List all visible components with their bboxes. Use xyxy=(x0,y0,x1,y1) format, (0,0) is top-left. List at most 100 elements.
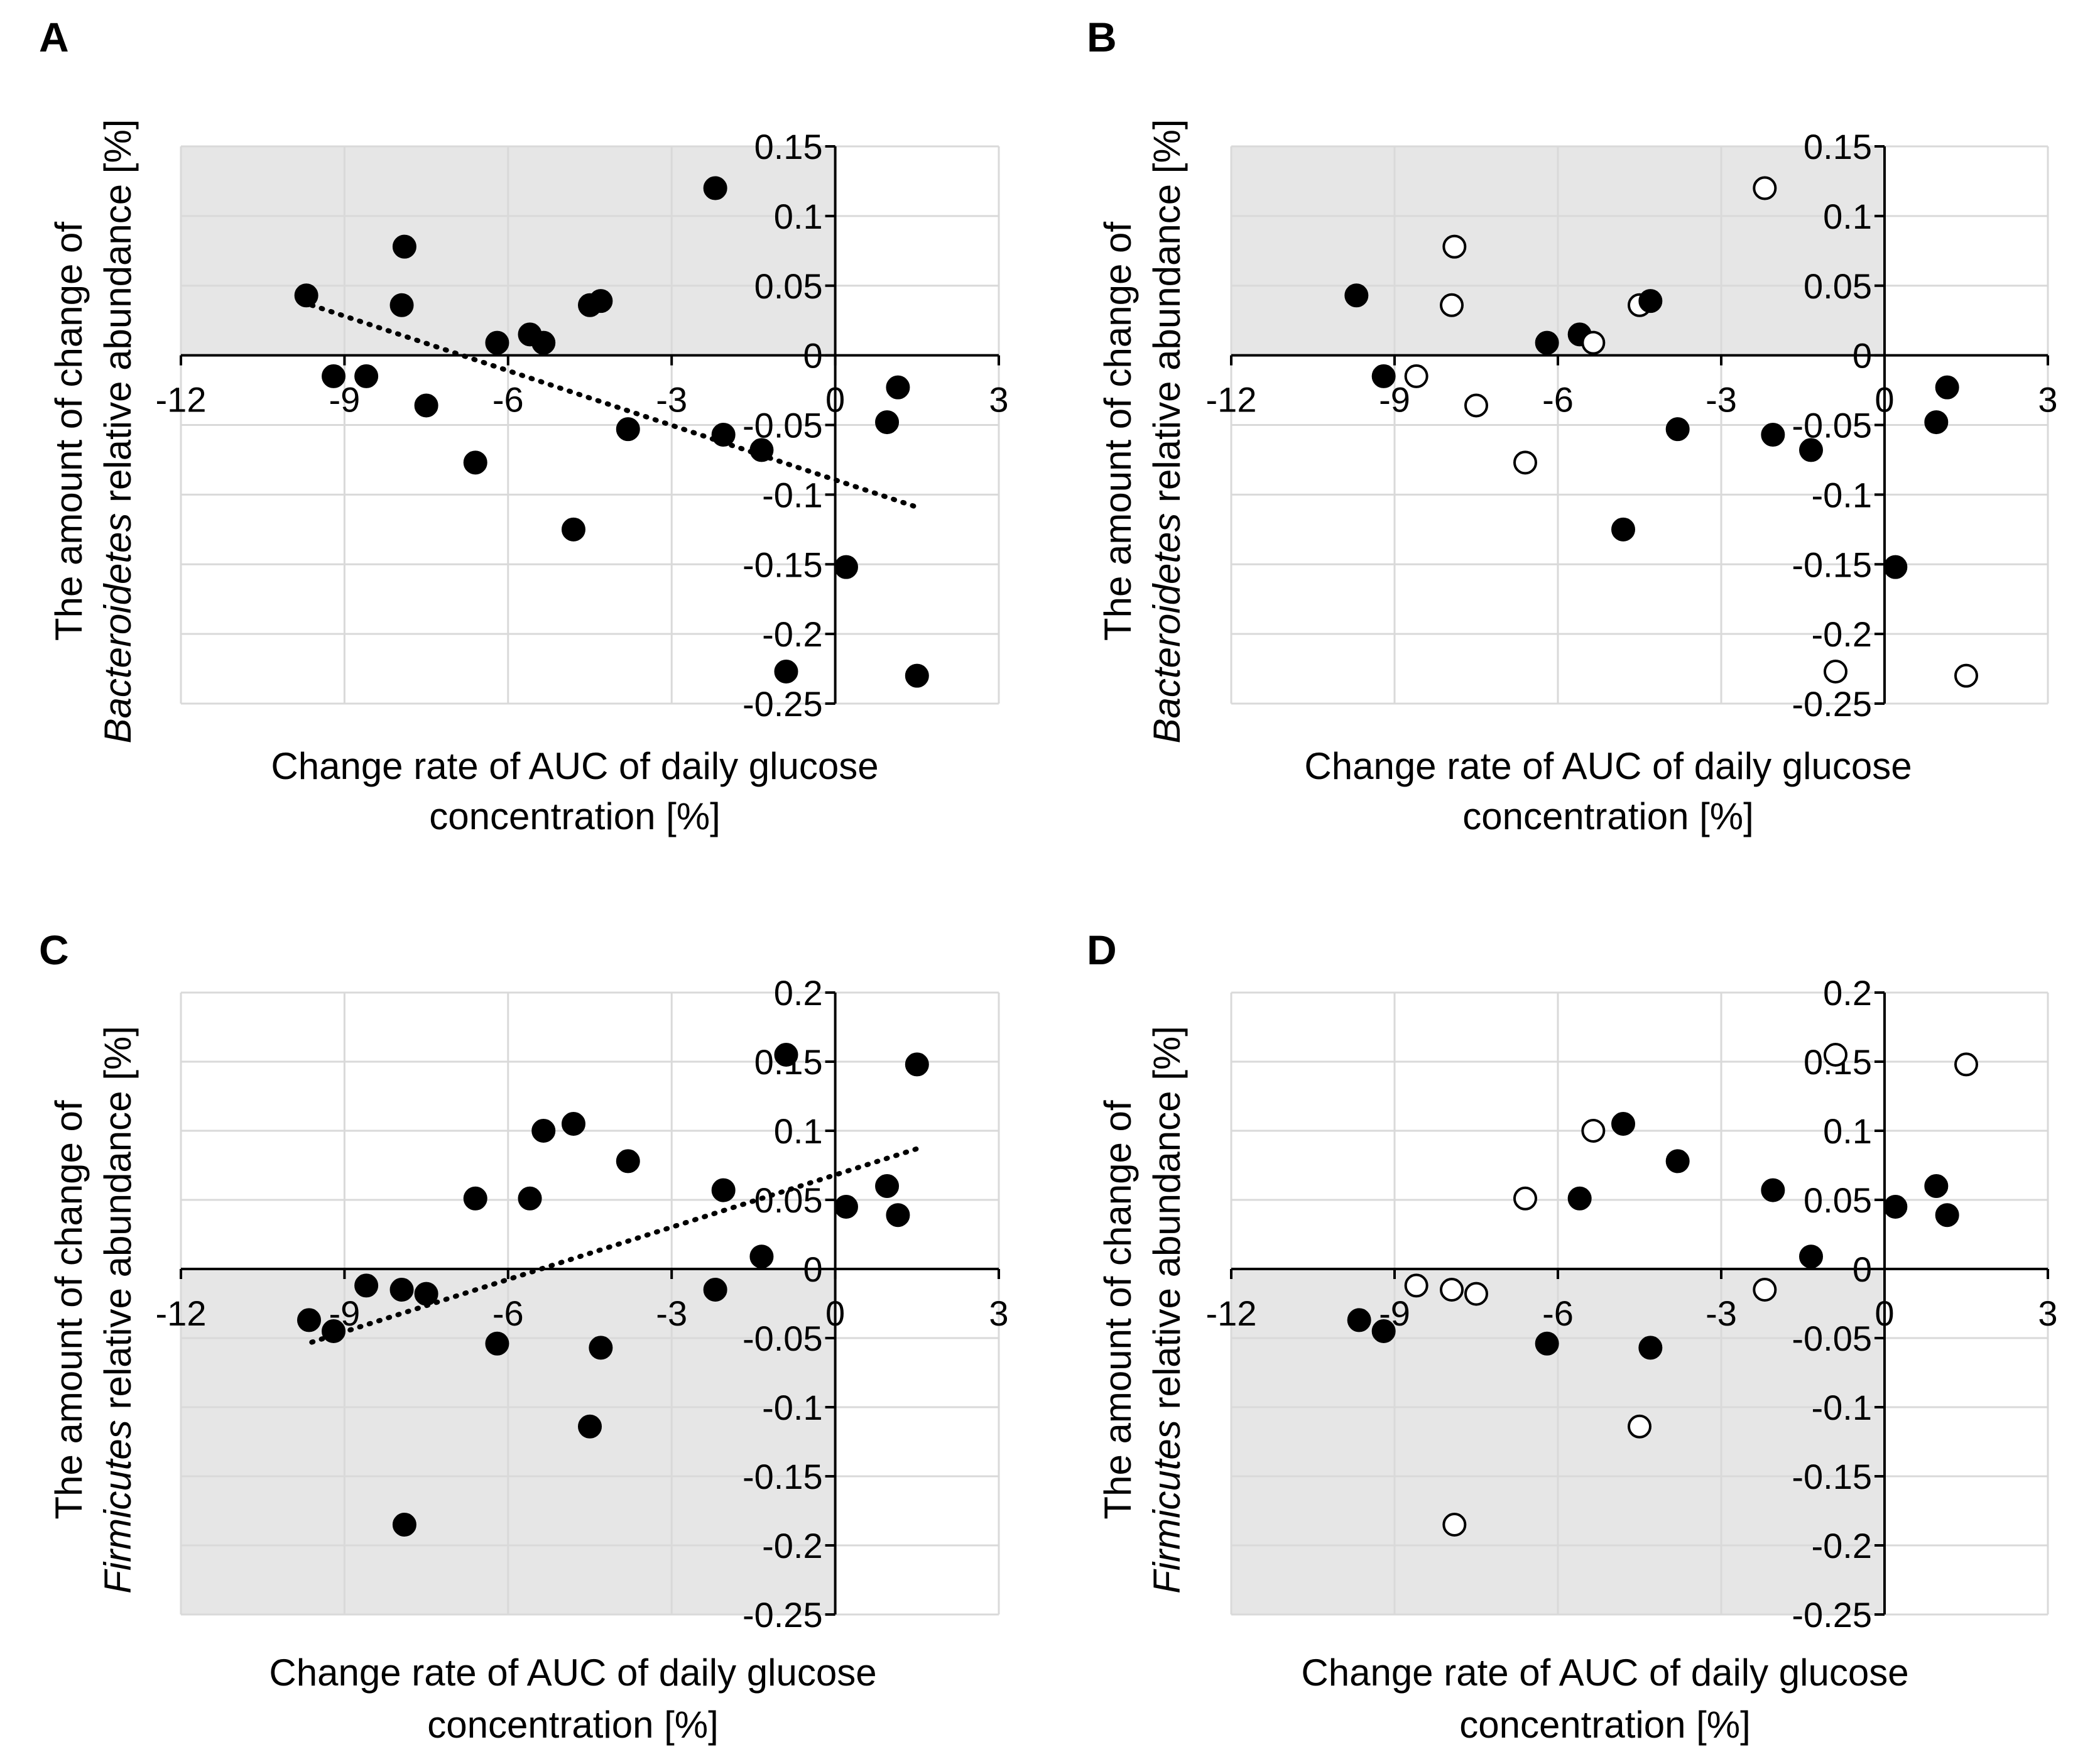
x-tick-label: 0 xyxy=(1874,380,1894,420)
trendline xyxy=(309,302,920,510)
y-tick-label: -0.15 xyxy=(1792,1457,1872,1496)
data-point-filled xyxy=(1611,1112,1635,1136)
data-point-filled xyxy=(1883,1195,1908,1219)
data-point-filled xyxy=(1761,1178,1785,1202)
x-tick-label: 3 xyxy=(989,1293,1008,1333)
panel-c: -12-9-6-3030.20.150.10.050-0.05-0.1-0.15… xyxy=(39,927,1009,1746)
data-point-filled xyxy=(392,1513,416,1537)
data-point-filled xyxy=(1611,517,1635,542)
data-point-filled xyxy=(616,1149,640,1173)
data-point-filled xyxy=(1799,1244,1823,1269)
data-point-open xyxy=(1581,1119,1606,1143)
data-point-filled xyxy=(1535,1331,1559,1356)
data-point-filled xyxy=(531,330,556,355)
y-tick-label: -0.1 xyxy=(1812,475,1873,514)
x-tick-label: -6 xyxy=(1542,380,1574,420)
data-point-open xyxy=(1404,364,1428,388)
y-tick-label: -0.2 xyxy=(1812,1526,1873,1565)
y-tick-label: -0.1 xyxy=(1812,1388,1873,1427)
y-axis-label: The amount of change of xyxy=(1097,222,1139,641)
data-point-filled xyxy=(354,364,379,388)
x-axis-label: concentration [%] xyxy=(429,795,721,837)
data-point-open xyxy=(1753,176,1777,200)
data-point-open xyxy=(1581,330,1606,355)
data-point-filled xyxy=(905,1052,929,1077)
data-point-filled xyxy=(1935,375,1959,400)
y-tick-label: 0 xyxy=(1853,1250,1872,1289)
data-point-filled xyxy=(561,517,585,542)
panel-b: -12 -9 -6 -3 0 30.150.10.050-0.05-0.1-0.15-0.… xyxy=(1087,14,2058,837)
data-point-filled xyxy=(774,1043,798,1067)
data-point-filled xyxy=(531,1119,556,1143)
y-axis-label-suffix: relative abundance [%] xyxy=(1146,119,1188,513)
x-tick-label: -6 xyxy=(1542,1293,1574,1333)
data-point-filled xyxy=(463,1186,487,1211)
data-point-filled xyxy=(414,1282,438,1306)
y-axis-label: The amount of change of xyxy=(48,222,90,641)
data-point-filled xyxy=(1665,417,1690,442)
data-point-filled xyxy=(463,450,487,475)
data-point-filled xyxy=(703,176,727,200)
panel-label: B xyxy=(1087,14,1117,60)
data-point-filled xyxy=(389,293,414,317)
data-point-filled xyxy=(1799,438,1823,462)
data-point-open xyxy=(1753,1278,1777,1302)
y-tick-label: -0.25 xyxy=(1792,684,1872,724)
x-tick-label: 0 xyxy=(825,1293,845,1333)
y-axis-label-suffix: relative abundance [%] xyxy=(1146,1026,1188,1420)
y-tick-label: 0 xyxy=(803,1250,822,1289)
data-point-open xyxy=(1824,1043,1847,1067)
y-axis-label-taxon: Firmicutes xyxy=(97,1420,139,1594)
x-tick-label: 0 xyxy=(825,380,845,420)
data-point-open xyxy=(1440,293,1464,317)
data-point-open xyxy=(1513,1186,1537,1211)
y-tick-label: 0.05 xyxy=(754,1180,823,1220)
x-tick-label: -6 xyxy=(492,1293,524,1333)
x-tick-label: -3 xyxy=(1706,1293,1737,1333)
y-tick-label: 0.1 xyxy=(774,1111,823,1151)
x-tick-label: -12 xyxy=(156,1293,207,1333)
panel-label: D xyxy=(1087,927,1117,973)
y-tick-label: -0.25 xyxy=(743,1595,823,1635)
data-point-filled xyxy=(1567,1186,1592,1211)
data-point-filled xyxy=(1371,364,1396,388)
x-tick-label: 3 xyxy=(2038,380,2057,420)
data-point-filled xyxy=(561,1112,585,1136)
x-axis-label: concentration [%] xyxy=(1462,795,1754,837)
x-axis-label: Change rate of AUC of daily glucose xyxy=(271,745,878,787)
y-tick-label: 0.05 xyxy=(1804,266,1872,306)
data-point-filled xyxy=(1924,410,1949,435)
data-point-filled xyxy=(589,1336,613,1360)
y-axis-label: Bacteroidetes relative abundance [%] xyxy=(97,119,139,744)
x-tick-label: 3 xyxy=(989,380,1008,420)
x-axis-label: Change rate of AUC of daily glucose xyxy=(1301,1652,1908,1694)
x-tick-label: 0 xyxy=(1874,1293,1894,1333)
data-point-filled xyxy=(1638,1336,1663,1360)
data-point-filled xyxy=(1924,1174,1949,1198)
panel-d: -12-9-6-3030.20.150.10.050-0.05-0.1-0.15… xyxy=(1087,927,2058,1746)
y-tick-label: -0.15 xyxy=(743,545,823,584)
data-point-open xyxy=(1824,659,1847,683)
data-point-filled xyxy=(875,1174,900,1198)
y-tick-label: 0.1 xyxy=(1823,197,1872,236)
y-tick-label: -0.05 xyxy=(743,1319,823,1358)
y-tick-label: 0.05 xyxy=(1804,1180,1872,1220)
data-point-filled xyxy=(485,1331,509,1356)
data-point-filled xyxy=(485,330,509,355)
data-point-open xyxy=(1464,393,1488,418)
y-tick-label: 0.15 xyxy=(754,127,823,166)
x-tick-label: -6 xyxy=(492,380,524,420)
y-tick-label: -0.1 xyxy=(762,1388,823,1427)
x-tick-label: -3 xyxy=(656,1293,687,1333)
data-point-filled xyxy=(297,1308,321,1332)
data-point-filled xyxy=(905,663,929,688)
y-tick-label: -0.2 xyxy=(762,1526,823,1565)
data-point-filled xyxy=(711,423,736,447)
data-point-filled xyxy=(518,1186,542,1211)
data-point-filled xyxy=(1535,330,1559,355)
data-point-filled xyxy=(875,410,900,435)
y-tick-label: -0.05 xyxy=(743,406,823,445)
data-point-filled xyxy=(1638,289,1663,313)
data-point-filled xyxy=(749,438,774,462)
